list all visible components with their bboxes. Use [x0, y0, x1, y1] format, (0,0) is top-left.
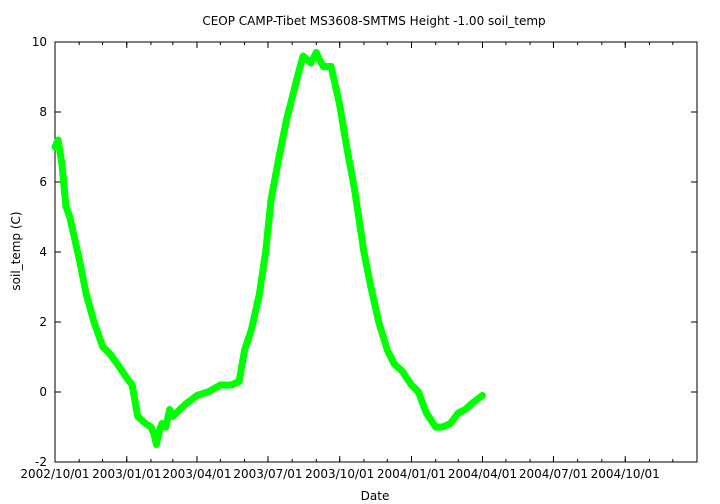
- plot-frame: [54, 41, 698, 463]
- axis-ticks: [54, 41, 697, 463]
- y-tick-label: 4: [39, 245, 47, 259]
- chart-title: CEOP CAMP-Tibet MS3608-SMTMS Height -1.0…: [202, 14, 545, 28]
- x-tick-label: 2003/01/01: [92, 467, 161, 481]
- y-tick-label: 2: [39, 315, 47, 329]
- x-tick-label: 2004/10/01: [591, 467, 660, 481]
- x-tick-label: 2004/04/01: [448, 467, 517, 481]
- series-line: [51, 49, 486, 448]
- x-tick-label: 2002/10/01: [20, 467, 89, 481]
- x-tick-label: 2004/01/01: [377, 467, 446, 481]
- y-tick-label: -2: [35, 455, 47, 469]
- y-tick-label: 10: [32, 35, 47, 49]
- x-tick-label: 2004/07/01: [519, 467, 588, 481]
- y-axis-label: soil_temp (C): [9, 211, 23, 290]
- x-tick-label: 2003/04/01: [162, 467, 231, 481]
- x-tick-label: 2003/10/01: [305, 467, 374, 481]
- y-tick-label: 0: [39, 385, 47, 399]
- x-axis-label: Date: [361, 489, 390, 503]
- y-tick-label: 8: [39, 105, 47, 119]
- y-tick-label: 6: [39, 175, 47, 189]
- x-tick-label: 2003/07/01: [233, 467, 302, 481]
